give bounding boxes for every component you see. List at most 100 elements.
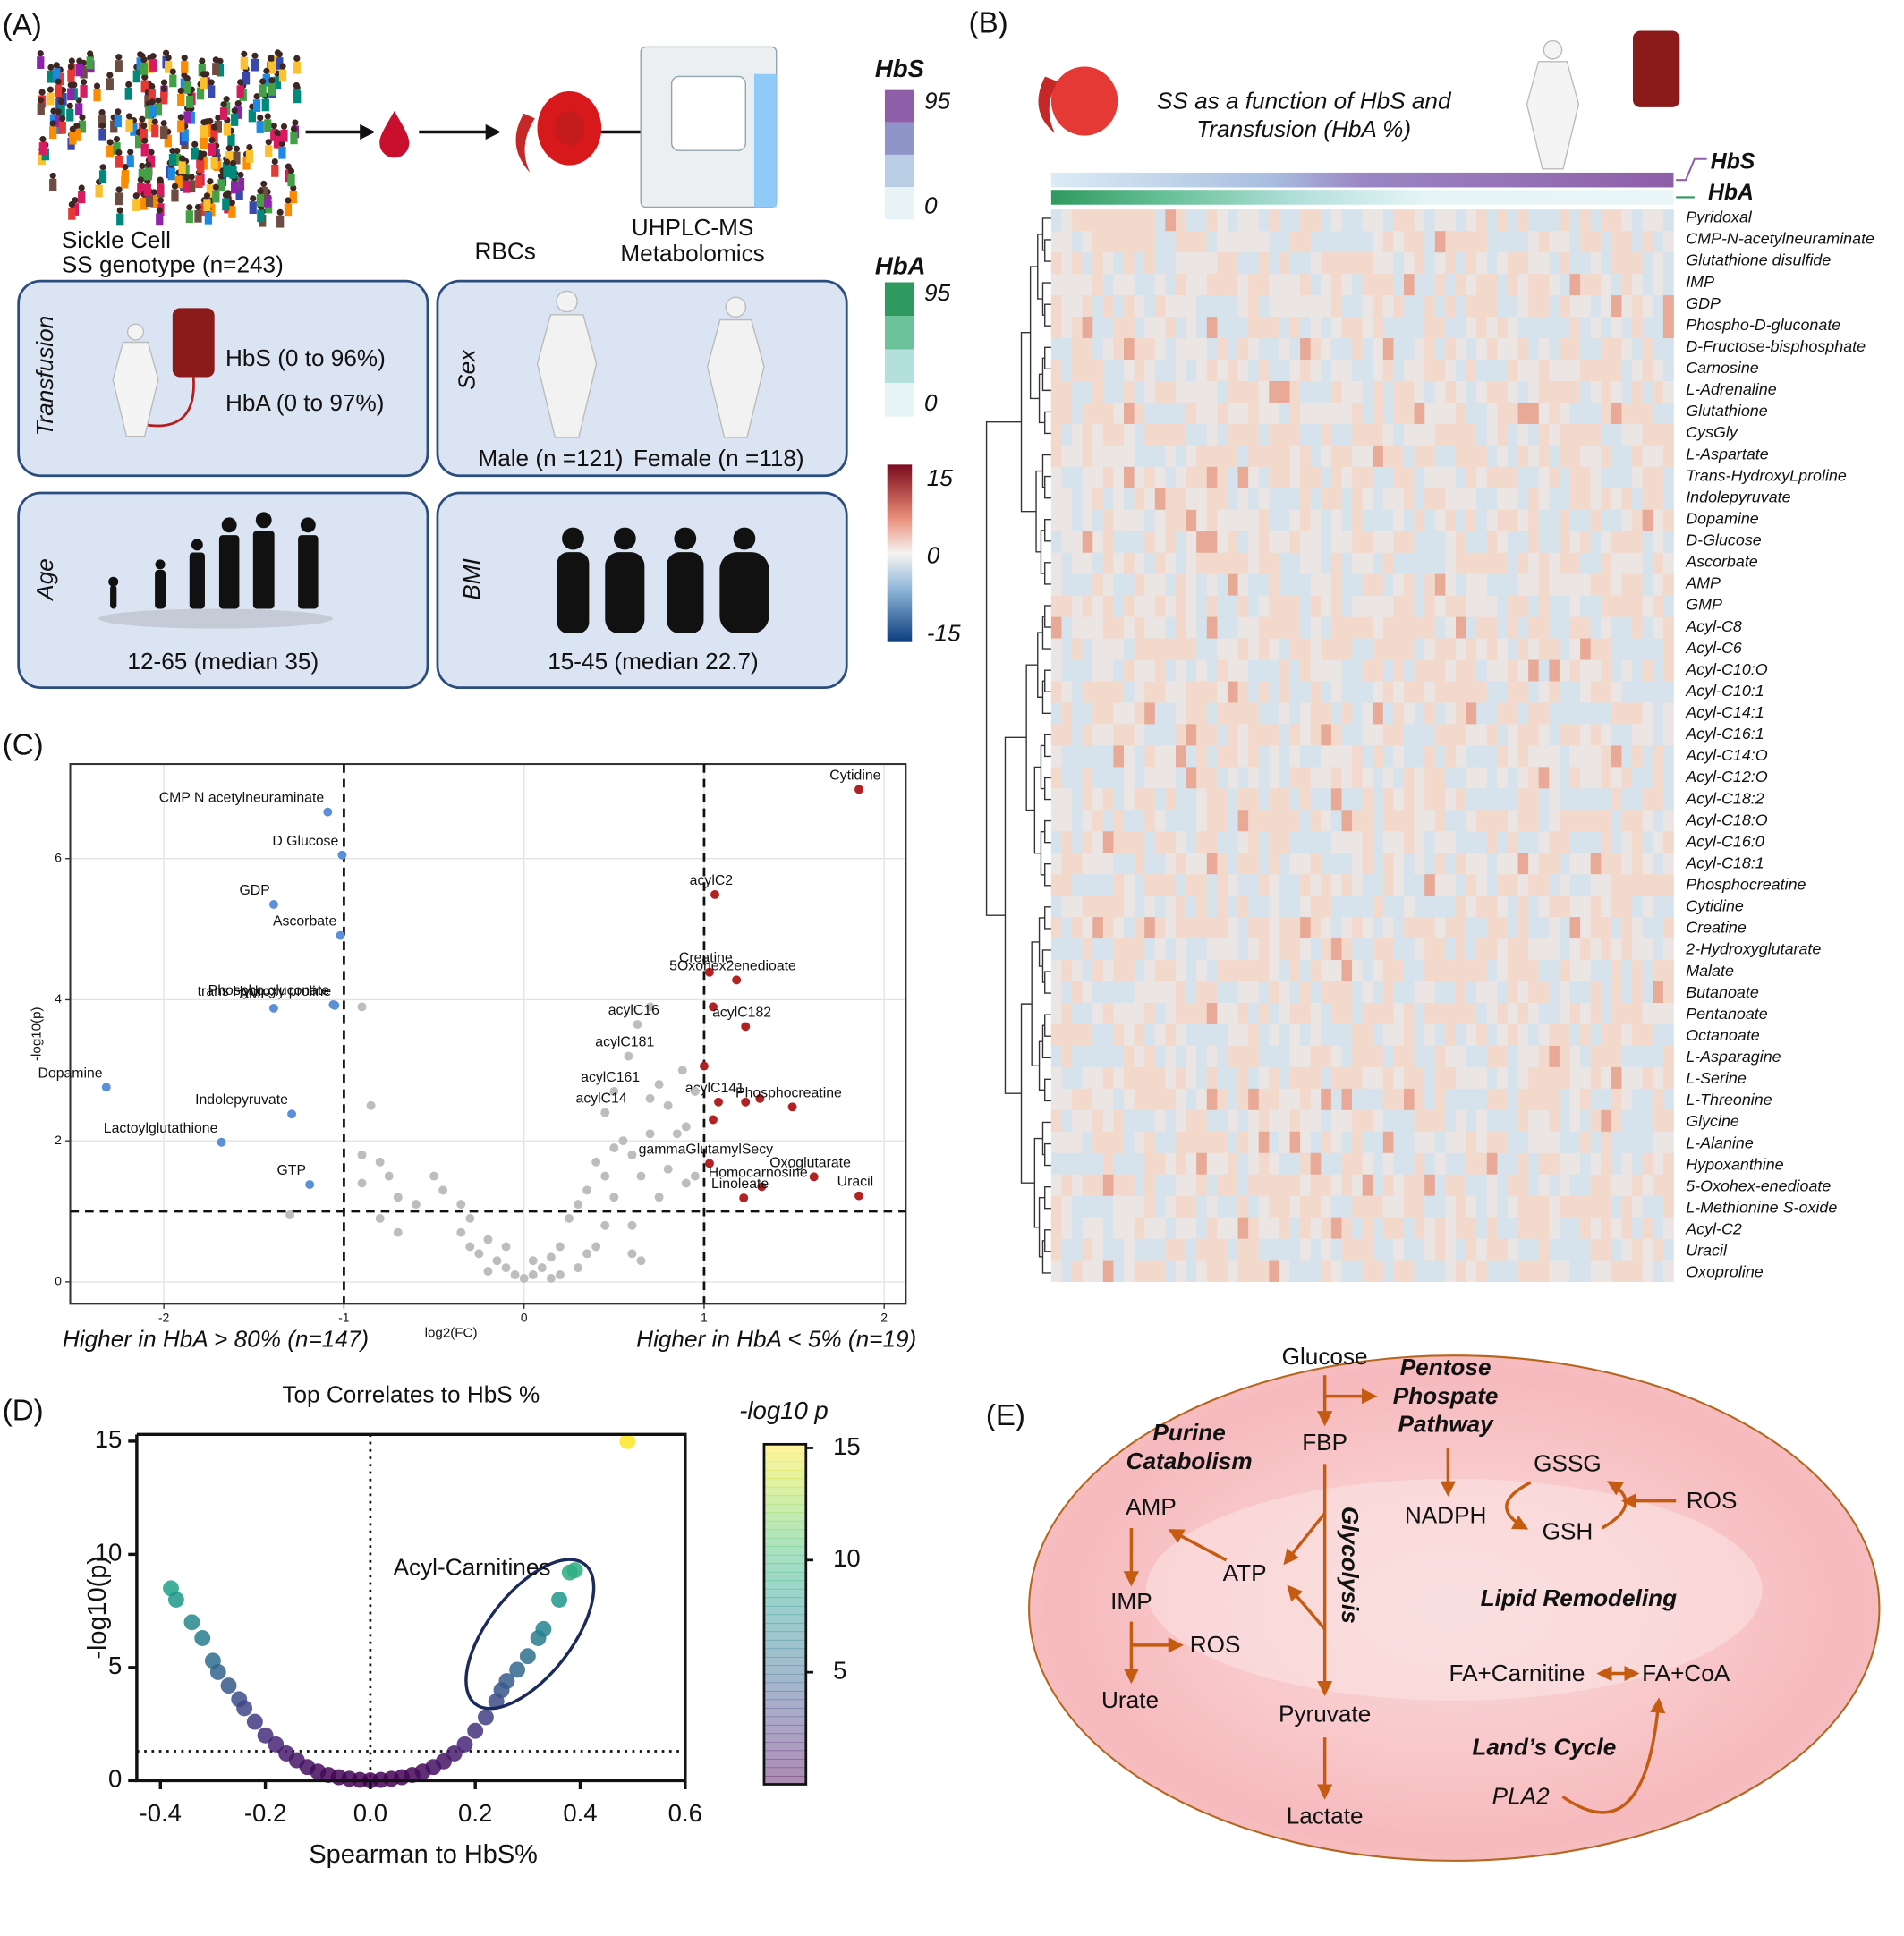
colorbar-slice	[763, 1741, 806, 1752]
heatmap-cell	[1424, 1195, 1436, 1218]
heatmap-cell	[1050, 1217, 1062, 1240]
heatmap-cell	[1424, 724, 1436, 746]
crowd-head	[217, 173, 225, 180]
crowd-body	[132, 70, 140, 83]
heatmap-cell	[1642, 1260, 1653, 1282]
crowd-head	[141, 73, 149, 81]
heatmap-cell	[1601, 1174, 1612, 1197]
heatmap-cell	[1611, 917, 1622, 939]
heatmap-cell	[1134, 1260, 1145, 1282]
heatmap-cell	[1373, 810, 1384, 832]
heatmap-cell	[1497, 1174, 1509, 1197]
heatmap-cell	[1373, 552, 1384, 575]
heatmap-cell	[1569, 466, 1581, 489]
heatmap-cell	[1486, 896, 1498, 918]
heatmap-cell	[1445, 1260, 1457, 1282]
heatmap-cell	[1092, 552, 1104, 575]
heatmap-cell	[1538, 1195, 1550, 1218]
heatmap-cell	[1621, 1066, 1633, 1090]
heatmap-cell	[1569, 402, 1581, 425]
heatmap-cell	[1102, 1217, 1114, 1240]
heatmap-cell	[1497, 659, 1509, 682]
heatmap-cell	[1289, 960, 1301, 982]
heatmap-cell	[1528, 767, 1540, 789]
crowd-head	[212, 56, 219, 64]
heatmap-cell	[1050, 1002, 1062, 1025]
point	[690, 1087, 700, 1096]
heatmap-cell	[1113, 1131, 1125, 1154]
heatmap-cell	[1186, 1045, 1197, 1068]
heatmap-cell	[1476, 981, 1488, 1004]
heatmap-cell	[1248, 659, 1260, 682]
heatmap-cell	[1102, 853, 1114, 875]
heatmap-cell	[1601, 1109, 1612, 1133]
heatmap-cell	[1528, 1088, 1540, 1111]
heatmap-cell	[1486, 917, 1498, 939]
crowd-body	[290, 132, 298, 145]
heatmap-cell	[1092, 831, 1104, 853]
heatmap-cell	[1559, 466, 1570, 489]
heatmap-cell	[1072, 917, 1084, 939]
heatmap-cell	[1330, 1109, 1342, 1133]
heatmap-cell	[1082, 981, 1093, 1004]
heatmap-cell	[1352, 423, 1364, 446]
heatmap-cell	[1601, 659, 1612, 682]
label: Land’s Cycle	[1472, 1733, 1616, 1760]
heatmap-cell	[1050, 788, 1062, 811]
heatmap-cell	[1445, 1088, 1457, 1111]
heatmap-cell	[1227, 659, 1238, 682]
heatmap-cell	[1434, 338, 1446, 361]
crowd-body	[80, 85, 88, 98]
heatmap-cell	[1310, 1088, 1322, 1111]
point-label: acylC2	[690, 873, 733, 888]
heatmap-cell	[1154, 638, 1166, 660]
heatmap-cell	[1300, 423, 1312, 446]
heatmap-cell	[1393, 466, 1405, 489]
crowd-head	[257, 115, 264, 122]
point-label: acylC161	[581, 1070, 640, 1085]
heatmap-cell	[1486, 573, 1498, 597]
heatmap-cell	[1621, 231, 1633, 253]
heatmap-cell	[1517, 531, 1529, 554]
heatmap-cell	[1206, 853, 1218, 875]
crowd-head	[276, 51, 283, 58]
label: 15	[927, 464, 954, 491]
crowd-body	[206, 184, 215, 197]
heatmap-cell	[1517, 466, 1529, 489]
point	[582, 1249, 592, 1259]
heatmap-cell	[1279, 360, 1290, 382]
heatmap-cell	[1061, 745, 1073, 768]
heatmap-cell	[1154, 274, 1166, 296]
heatmap-cell	[1414, 1002, 1425, 1025]
heatmap-cell	[1175, 1131, 1186, 1154]
crowd-body	[249, 201, 257, 215]
heatmap-cell	[1352, 445, 1364, 468]
heatmap-cell	[1517, 231, 1529, 253]
heatmap-cell	[1497, 853, 1509, 875]
heatmap-cell	[1341, 1260, 1353, 1282]
heatmap-cell	[1227, 1174, 1238, 1197]
heatmap-cell	[1227, 573, 1238, 597]
crowd-body	[140, 197, 149, 210]
heatmap-cell	[1237, 1109, 1249, 1133]
heatmap-cell	[1258, 1109, 1270, 1133]
heatmap-cell	[1144, 552, 1156, 575]
heatmap-cell	[1206, 552, 1218, 575]
heatmap-cell	[1154, 466, 1166, 489]
heatmap-cell	[1632, 917, 1644, 939]
heatmap-cell	[1424, 1109, 1436, 1133]
heatmap-cell	[1279, 402, 1290, 425]
crowd-body	[169, 74, 177, 88]
heatmap-cell	[1154, 745, 1166, 768]
heatmap-cell	[1310, 317, 1322, 339]
heatmap-cell	[1092, 1066, 1104, 1090]
heatmap-cell	[1175, 831, 1186, 853]
dendro-branch	[1044, 1185, 1051, 1210]
heatmap-cell	[1373, 488, 1384, 511]
heatmap-cell	[1373, 917, 1384, 939]
heatmap-cell	[1206, 616, 1218, 639]
heatmap-cell	[1486, 1152, 1498, 1176]
heatmap-cell	[1186, 488, 1197, 511]
heatmap-cell	[1486, 402, 1498, 425]
heatmap-cell	[1248, 1195, 1260, 1218]
